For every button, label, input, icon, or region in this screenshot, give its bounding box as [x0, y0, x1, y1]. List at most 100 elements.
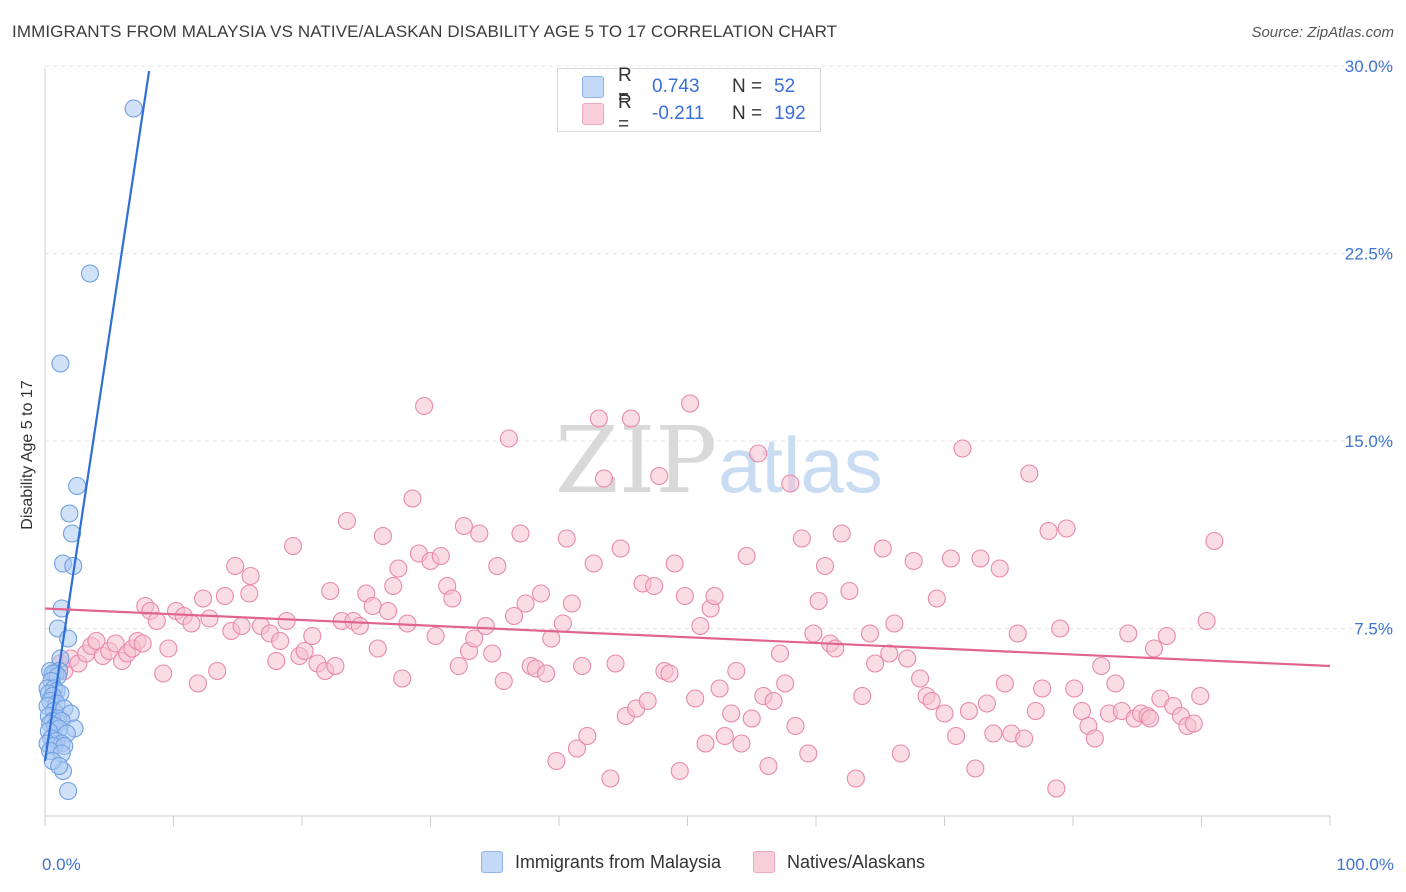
- point-natives: [891, 744, 910, 763]
- r-label: R =: [618, 92, 632, 135]
- point-natives: [531, 584, 551, 603]
- point-natives: [840, 581, 859, 601]
- point-natives: [860, 624, 880, 643]
- point-natives: [959, 701, 978, 721]
- point-natives: [832, 524, 851, 543]
- point-natives: [337, 511, 357, 531]
- point-natives: [159, 639, 178, 658]
- point-natives: [557, 529, 576, 548]
- point-natives: [941, 549, 960, 568]
- r-label: R =: [618, 65, 632, 108]
- point-natives: [1157, 626, 1176, 646]
- point-natives: [995, 674, 1014, 693]
- point-natives: [567, 739, 587, 758]
- point-natives: [240, 584, 259, 603]
- series-legend: Immigrants from Malaysia Natives/Alaskan…: [0, 851, 1406, 873]
- point-natives: [277, 611, 296, 631]
- point-natives: [295, 641, 314, 661]
- point-natives: [866, 654, 885, 673]
- point-natives: [742, 709, 761, 728]
- legend-swatch-pink: [752, 851, 775, 873]
- point-natives: [384, 576, 403, 596]
- point-malaysia: [51, 354, 70, 373]
- point-natives: [638, 691, 657, 711]
- point-natives: [1205, 531, 1224, 551]
- point-natives: [815, 556, 835, 576]
- point-natives: [749, 444, 768, 463]
- point-natives: [660, 664, 679, 683]
- point-natives: [885, 614, 904, 633]
- point-natives: [553, 614, 572, 633]
- n-value: 192: [774, 103, 806, 124]
- n-label: N =: [732, 76, 763, 97]
- point-natives: [562, 594, 581, 613]
- point-natives: [232, 616, 251, 636]
- point-natives: [809, 591, 828, 611]
- point-natives: [732, 734, 751, 753]
- point-malaysia: [124, 99, 143, 118]
- point-natives: [241, 566, 260, 586]
- point-malaysia: [59, 781, 78, 801]
- legend-item-malaysia[interactable]: Immigrants from Malaysia: [480, 851, 721, 873]
- point-natives: [415, 396, 434, 416]
- point-natives: [645, 576, 664, 596]
- point-natives: [977, 694, 996, 713]
- point-natives: [722, 704, 741, 723]
- point-natives: [154, 664, 173, 683]
- point-natives: [947, 726, 966, 746]
- point-natives: [1020, 464, 1039, 483]
- point-natives: [594, 469, 614, 488]
- point-natives: [904, 551, 923, 571]
- point-natives: [971, 549, 990, 568]
- point-natives: [373, 526, 393, 546]
- point-natives: [465, 629, 484, 648]
- trendline-malaysia: [43, 70, 151, 762]
- point-natives: [611, 539, 630, 558]
- point-natives: [350, 616, 369, 636]
- legend-item-natives[interactable]: Natives/Alaskans: [752, 851, 925, 873]
- point-natives: [87, 631, 106, 651]
- point-natives: [393, 669, 412, 688]
- point-natives: [927, 589, 946, 608]
- point-natives: [1051, 619, 1070, 638]
- point-natives: [226, 556, 245, 576]
- point-natives: [1015, 729, 1034, 748]
- y-tick-label: 15.0%: [1345, 432, 1393, 451]
- point-natives: [670, 761, 689, 781]
- r-value: -0.211: [652, 103, 705, 124]
- trendline-natives: [44, 607, 1331, 668]
- point-natives: [542, 629, 561, 648]
- point-natives: [443, 589, 462, 608]
- point-natives: [953, 439, 972, 458]
- point-natives: [147, 611, 166, 631]
- point-natives: [194, 589, 213, 608]
- point-natives: [504, 606, 524, 626]
- point-natives: [786, 716, 805, 736]
- point-natives: [1106, 674, 1125, 693]
- point-natives: [792, 529, 811, 548]
- point-natives: [470, 524, 489, 543]
- point-natives: [1144, 639, 1164, 658]
- point-natives: [691, 616, 710, 636]
- stats-legend-row-malaysia: R = 0.743 N = 52: [582, 65, 795, 108]
- point-malaysia: [50, 756, 69, 776]
- point-natives: [208, 661, 227, 681]
- point-natives: [1047, 779, 1066, 798]
- point-natives: [1119, 624, 1138, 643]
- point-malaysia: [62, 524, 82, 543]
- point-natives: [696, 734, 715, 753]
- point-natives: [770, 644, 790, 663]
- legend-swatch-pink: [582, 103, 604, 125]
- point-natives: [1085, 729, 1104, 748]
- point-natives: [188, 674, 207, 693]
- point-natives: [1008, 624, 1027, 643]
- point-natives: [705, 586, 724, 606]
- point-natives: [326, 656, 345, 676]
- point-natives: [426, 626, 445, 646]
- point-natives: [584, 554, 603, 573]
- point-natives: [271, 631, 290, 651]
- point-natives: [710, 679, 729, 698]
- point-natives: [389, 559, 408, 578]
- legend-swatch-blue: [582, 76, 604, 98]
- point-natives: [1072, 701, 1092, 721]
